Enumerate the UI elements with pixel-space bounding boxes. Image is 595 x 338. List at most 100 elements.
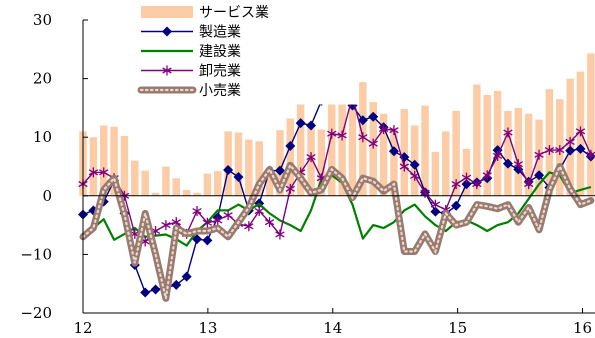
bar-mark (369, 102, 377, 196)
data-point (513, 164, 524, 175)
bar-mark (452, 110, 460, 196)
data-point (254, 206, 264, 217)
data-point (492, 150, 503, 161)
data-point (295, 118, 306, 129)
series-line (82, 171, 592, 247)
data-point (565, 145, 576, 156)
x-tick-label: 16 (573, 319, 592, 337)
data-point (306, 152, 316, 163)
data-point (565, 136, 575, 147)
bar-mark (193, 192, 201, 196)
data-point (534, 149, 544, 160)
data-point (368, 111, 379, 122)
data-point (244, 221, 254, 232)
data-point (544, 145, 555, 156)
data-point (161, 220, 171, 231)
bar-mark (462, 148, 471, 196)
y-tick-label: 20 (33, 70, 52, 88)
bar-mark (214, 171, 222, 196)
bar-mark (338, 99, 346, 196)
data-point (502, 158, 513, 169)
legend-label: 建設業 (199, 44, 241, 60)
bar-mark (286, 118, 295, 196)
y-tick-label: −20 (20, 304, 52, 322)
bar-mark (514, 107, 523, 196)
y-tick-label: −10 (20, 245, 52, 263)
data-point (368, 138, 378, 149)
bar-mark (545, 89, 554, 196)
data-point (150, 284, 161, 295)
tick-labels-layer: −20 −10 0 10 20 30 12 13 14 15 16 (20, 11, 592, 337)
y-tick-label: 10 (33, 128, 52, 146)
bar-mark (348, 90, 357, 196)
bar-mark (172, 178, 181, 196)
data-point (285, 140, 296, 151)
data-point (524, 179, 534, 190)
bar-mark (328, 97, 336, 196)
bar-mark (483, 95, 491, 196)
data-point (275, 229, 285, 240)
data-point (99, 167, 109, 178)
data-point (503, 127, 513, 138)
bar-mark (587, 53, 595, 196)
bar-mark (442, 131, 450, 196)
data-point (399, 161, 409, 172)
data-point (409, 159, 420, 170)
bar-mark (89, 137, 98, 196)
data-point (410, 170, 420, 181)
bar-mark (421, 105, 429, 196)
bar-mark (234, 132, 243, 196)
data-point (337, 130, 347, 141)
bar-mark (317, 129, 326, 196)
data-point (192, 234, 203, 245)
bar-mark (245, 139, 253, 196)
bar-mark (120, 136, 129, 196)
data-point (285, 183, 295, 194)
data-point (358, 132, 368, 143)
data-point (451, 200, 462, 211)
data-point (88, 167, 99, 178)
data-point (274, 165, 285, 176)
series-line-texture (81, 163, 592, 299)
data-point (461, 172, 472, 183)
data-point (264, 217, 275, 228)
data-point (223, 165, 234, 176)
bar-mark (504, 110, 512, 196)
x-tick-label: 12 (73, 319, 92, 337)
data-point (534, 170, 545, 181)
bar-mark (255, 141, 263, 196)
bar-mark (390, 128, 398, 196)
x-tick-label: 15 (448, 319, 467, 337)
bar-mark (162, 166, 170, 196)
data-point (140, 287, 151, 298)
legend-marker (162, 65, 172, 76)
legend-label: サービス業 (199, 5, 269, 21)
data-point (378, 123, 389, 134)
bar-mark (182, 189, 191, 196)
data-point (472, 179, 482, 190)
bar-mark (203, 173, 212, 196)
y-tick-label: 30 (33, 11, 52, 29)
data-point (181, 271, 192, 282)
data-point (202, 217, 213, 228)
legend-label: 製造業 (199, 25, 241, 41)
data-point (213, 215, 223, 226)
data-point (430, 206, 441, 217)
data-point (388, 146, 399, 157)
bar-mark (296, 99, 305, 196)
data-point (430, 199, 441, 210)
data-point (357, 115, 368, 126)
data-point (555, 145, 565, 156)
data-point (586, 149, 595, 160)
bar-mark (493, 90, 502, 196)
x-tick-label: 14 (323, 319, 342, 337)
data-point (575, 143, 586, 154)
legend-swatch (141, 6, 193, 18)
axes-layer (82, 19, 595, 314)
legend-marker (162, 26, 172, 37)
bar-mark (99, 125, 108, 196)
data-point (202, 235, 213, 246)
data-point (192, 206, 202, 217)
bar-mark (524, 113, 533, 196)
